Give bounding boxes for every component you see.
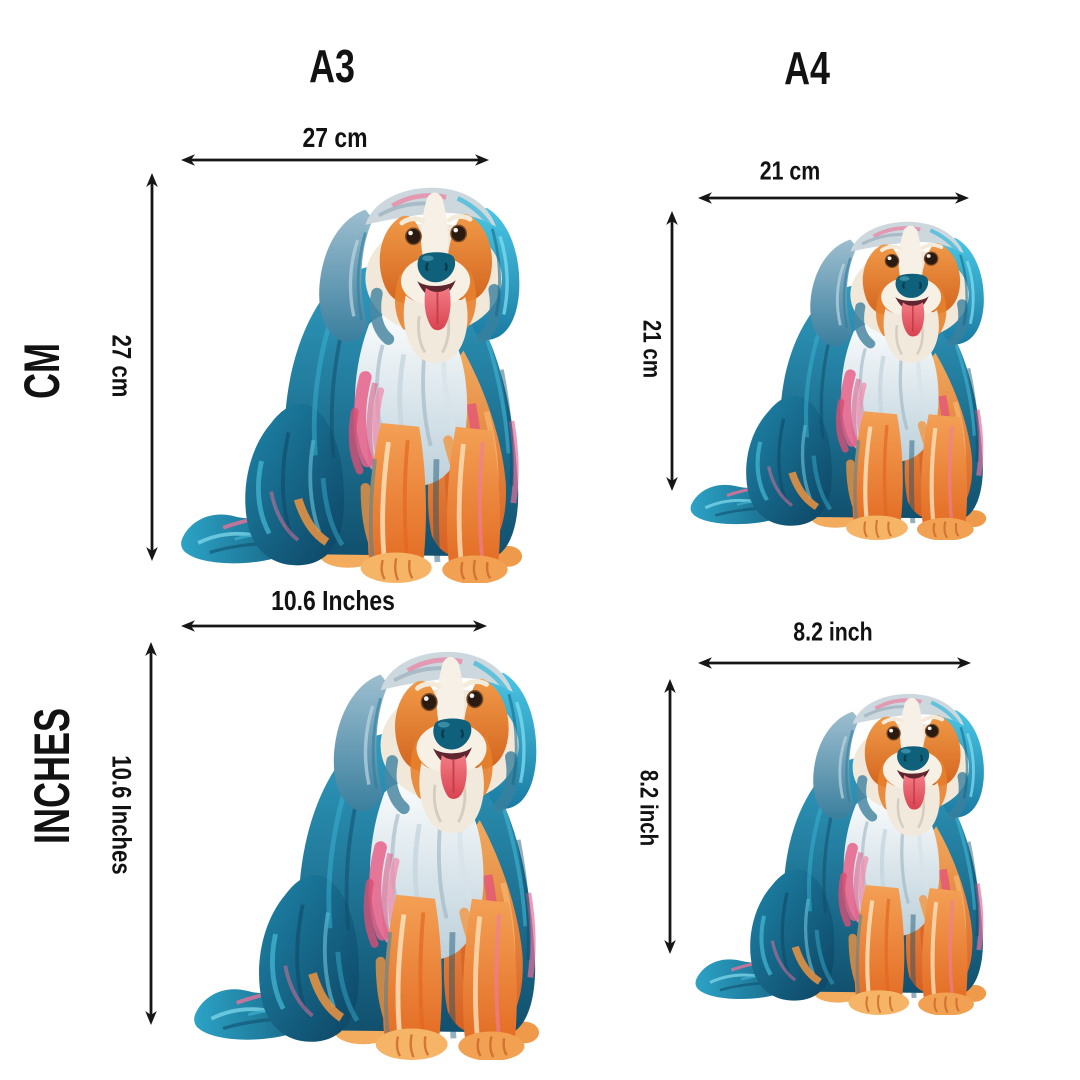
a4cm-width-arrow <box>698 192 969 204</box>
a3in-height-arrow <box>145 642 157 1025</box>
dog-image-a4-cm <box>687 218 987 540</box>
column-header-a3: A3 <box>309 40 355 92</box>
a3in-width-arrow <box>181 620 487 632</box>
dog-image-a3-inches <box>190 647 540 1060</box>
a3cm-height-label: 27 cm <box>106 334 137 398</box>
a3cm-width-arrow <box>181 154 489 166</box>
a4cm-width-label: 21 cm <box>759 155 821 186</box>
a3cm-width-label: 27 cm <box>302 122 368 153</box>
a4cm-height-arrow <box>666 211 678 491</box>
a3in-height-label: 10.6 Inches <box>106 755 137 875</box>
a4in-width-arrow <box>698 657 971 669</box>
column-header-a4: A4 <box>784 42 830 94</box>
a3in-width-label: 10.6 Inches <box>271 585 395 616</box>
dog-image-a4-inches <box>692 690 987 1015</box>
row-label-inches: INCHES <box>24 707 80 845</box>
a4in-height-arrow <box>664 679 676 954</box>
a4in-width-label: 8.2 inch <box>793 616 873 647</box>
a4cm-height-label: 21 cm <box>637 319 666 379</box>
a4in-height-label: 8.2 inch <box>634 769 663 847</box>
row-label-cm: CM <box>14 343 70 399</box>
a3cm-height-arrow <box>146 173 158 561</box>
dog-image-a3-cm <box>177 183 523 583</box>
